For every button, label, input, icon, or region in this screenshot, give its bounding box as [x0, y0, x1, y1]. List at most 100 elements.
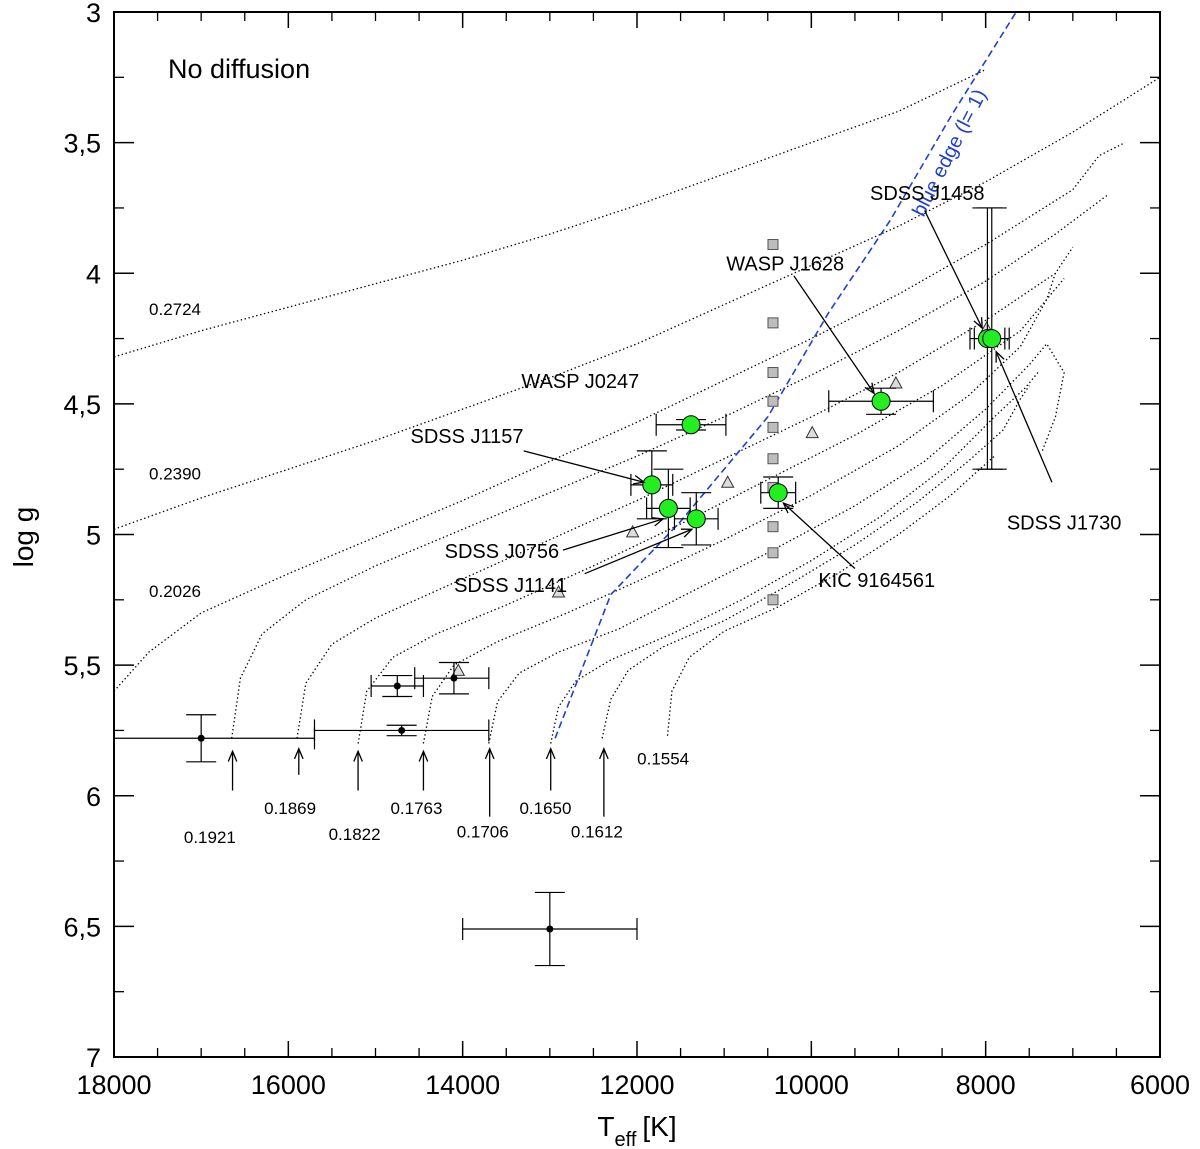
star-marker: [871, 391, 891, 411]
gray-square-marker: [767, 547, 779, 559]
gray-square-marker: [767, 395, 779, 407]
y-tick-label: 7: [86, 1043, 101, 1073]
track-line: [488, 342, 1065, 744]
star-label: WASP J0247: [521, 371, 639, 393]
black-point-marker: [450, 674, 458, 682]
track-line: [357, 278, 1065, 744]
axis-ticks: 18000 16000 14000 12000 10000 8000 6000 3 3,5 4 4,…: [63, 0, 1190, 1100]
x-tick-label: 14000: [425, 1070, 500, 1100]
gray-square-marker: [767, 594, 779, 606]
gray-square-marker: [767, 239, 779, 251]
evolutionary-tracks: [113, 68, 1161, 744]
black-point-marker: [398, 726, 406, 734]
star-annotations: WASP J0247 SDSS J1157 SDSS J0756 SDSS J1141…: [411, 183, 1122, 597]
mass-arrow-head: [598, 747, 609, 760]
star-pointer-head: [632, 475, 646, 485]
star-pointer-line: [995, 351, 1053, 483]
mass-arrow-head: [484, 747, 495, 760]
star-label: SDSS J1141: [454, 575, 567, 597]
mass-label: 0.1763: [390, 799, 442, 818]
star-pointer-line: [584, 528, 693, 575]
star-label: WASP J1628: [726, 254, 844, 276]
track-line: [113, 68, 986, 358]
gray-square-marker: [767, 453, 779, 465]
triangle-marker: [805, 425, 820, 439]
x-tick-label: 18000: [76, 1070, 151, 1100]
mass-label: 0.1612: [571, 823, 623, 842]
y-tick-label: 3,5: [63, 129, 101, 159]
y-tick-label: 4: [86, 259, 101, 289]
star-marker: [982, 329, 1002, 349]
x-tick-label: 6000: [1130, 1070, 1190, 1100]
star-pointer-line: [924, 210, 983, 329]
mass-label: 0.1706: [457, 823, 509, 842]
triangle-marker: [451, 663, 466, 676]
star-label: SDSS J1730: [1007, 512, 1122, 534]
black-point-marker: [546, 925, 554, 933]
mass-label: 0.1822: [329, 825, 381, 844]
track-line: [296, 246, 1074, 739]
star-pointer-line: [523, 450, 645, 483]
mass-label: 0.2724: [149, 300, 201, 319]
black-point-marker: [393, 682, 401, 690]
star-marker: [681, 415, 701, 435]
chart-title: No diffusion: [168, 54, 310, 84]
y-tick-label: 5,5: [63, 651, 101, 681]
mass-arrow-head: [293, 747, 304, 760]
star-pointer-head: [995, 350, 1005, 363]
track-line: [231, 194, 1109, 739]
star-label: KIC 9164561: [818, 570, 935, 592]
track-line: [113, 76, 1161, 530]
star-label: SDSS J1458: [870, 183, 985, 205]
star-pointer-head: [782, 502, 795, 514]
star-pointer-head: [652, 517, 665, 527]
y-tick-label: 6: [86, 782, 101, 812]
black-point-marker: [197, 734, 205, 742]
triangle-marker: [551, 584, 566, 598]
star-pointer-line: [562, 518, 664, 551]
mass-label: 0.1554: [637, 749, 689, 768]
star-label: SDSS J1157: [411, 426, 524, 448]
track-line: [601, 385, 1030, 739]
star-points: [630, 207, 1010, 549]
triangle-marker: [889, 375, 903, 389]
triangle-markers: [451, 321, 994, 676]
x-tick-label: 12000: [599, 1070, 674, 1100]
star-pointer-head: [973, 317, 983, 330]
y-axis-title: log g: [8, 507, 39, 568]
triangle-marker: [720, 475, 735, 488]
x-tick-label: 8000: [956, 1070, 1016, 1100]
star-marker: [768, 483, 788, 503]
mass-arrow-head: [418, 749, 429, 762]
track-line: [422, 273, 1057, 744]
x-axis-title-sub: eff: [615, 1129, 637, 1149]
gray-square-marker: [767, 421, 779, 433]
star-pointer-head: [864, 382, 876, 395]
star-marker: [686, 509, 706, 529]
black-points: [113, 661, 638, 967]
x-axis-title-main: T: [597, 1111, 614, 1142]
star-pointer-head: [680, 528, 694, 538]
gray-squares: [767, 239, 779, 606]
mass-arrow-head: [545, 747, 556, 760]
triangle-marker: [625, 524, 640, 538]
gray-square-marker: [767, 367, 779, 379]
mass-label: 0.2026: [149, 582, 201, 601]
mass-arrow-head: [353, 749, 363, 762]
x-axis-title: Teff [K]: [597, 1111, 676, 1149]
mass-label: 0.1921: [184, 828, 236, 847]
gray-square-marker: [767, 521, 779, 533]
star-marker: [642, 475, 662, 495]
y-tick-label: 6,5: [63, 912, 101, 942]
mass-arrow-head: [227, 749, 238, 762]
star-marker: [658, 498, 678, 518]
gray-square-marker: [767, 317, 779, 329]
mass-labels: 0.2724 0.2390 0.2026 0.1921 0.1869 0.1822 0.17…: [149, 300, 689, 847]
blue-edge-line: [554, 11, 1017, 739]
x-tick-label: 16000: [251, 1070, 326, 1100]
mass-label: 0.1650: [519, 799, 571, 818]
mass-label: 0.1869: [264, 799, 316, 818]
track-line: [666, 455, 995, 736]
mass-label: 0.2390: [149, 465, 201, 484]
